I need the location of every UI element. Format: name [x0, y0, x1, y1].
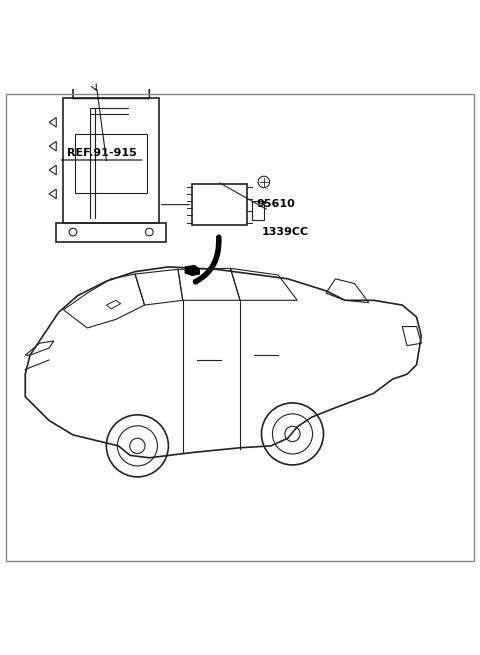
FancyArrowPatch shape [195, 237, 219, 282]
Text: REF.91-915: REF.91-915 [67, 148, 136, 158]
Bar [252, 201, 264, 220]
Polygon shape [185, 265, 199, 276]
Text: 95610: 95610 [256, 199, 295, 209]
Text: 1339CC: 1339CC [262, 227, 309, 237]
